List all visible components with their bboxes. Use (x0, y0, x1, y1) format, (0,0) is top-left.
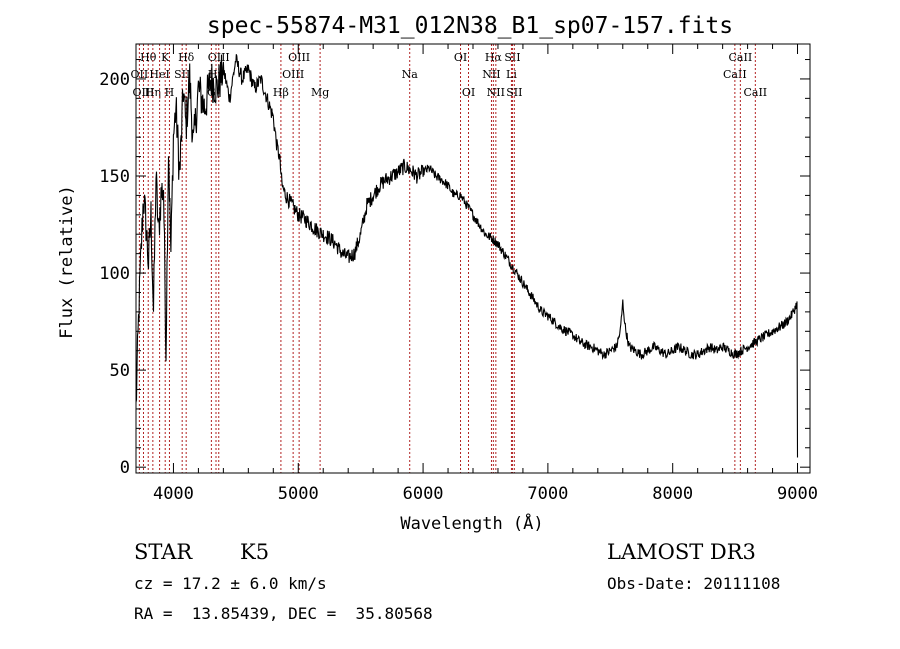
marker-label-16: Na (402, 68, 419, 81)
y-axis-label: Flux (relative) (57, 185, 77, 339)
marker-label-4: HeI (149, 68, 169, 81)
chart-title: spec-55874-M31_012N38_B1_sp07-157.fits (207, 13, 733, 39)
object-class: STAR (134, 540, 193, 564)
spectrum-line (135, 54, 799, 458)
x-axis-label: Wavelength (Å) (400, 512, 543, 534)
y-tick-label-0: 0 (120, 458, 130, 478)
marker-label-20: NII (482, 68, 500, 81)
marker-label-0: Hθ (140, 51, 157, 64)
line-markers: HθOIIOIIIHηHeIKHSIIHδGOIIIHγHβOIIIOIIIMg… (131, 44, 767, 473)
marker-label-23: Li (506, 68, 517, 81)
y-tick-label-2: 100 (99, 264, 130, 284)
marker-label-24: SII (506, 86, 522, 99)
marker-label-27: CaII (743, 86, 767, 99)
marker-label-5: K (161, 51, 170, 64)
x-tick-label-1: 5000 (278, 484, 319, 504)
marker-label-12: Hβ (273, 86, 289, 99)
marker-label-17: OI (454, 51, 467, 64)
marker-label-3: Hη (145, 86, 161, 99)
coordinates-text: RA = 13.85439, DEC = 35.80568 (134, 604, 433, 623)
axes: 4000 5000 6000 7000 8000 9000 0 50 100 150 200 (99, 44, 818, 504)
spectrum-series (135, 54, 799, 458)
marker-label-18: OI (462, 86, 475, 99)
x-tick-label-5: 9000 (777, 484, 818, 504)
plot-frame (135, 43, 811, 474)
marker-label-13: OIII (282, 68, 304, 81)
x-tick-label-3: 7000 (527, 484, 568, 504)
marker-label-6: H (165, 86, 175, 99)
y-tick-label-1: 50 (110, 361, 130, 381)
marker-label-22: SII (504, 51, 520, 64)
marker-label-7: SII (174, 68, 190, 81)
marker-label-15: Mg (311, 86, 329, 99)
marker-label-10: OIII (208, 51, 230, 64)
redshift-text: cz = 17.2 ± 6.0 km/s (134, 574, 327, 593)
marker-label-14: OIII (288, 51, 310, 64)
marker-label-2: OIII (132, 86, 154, 99)
x-tick-label-0: 4000 (153, 484, 194, 504)
marker-label-8: Hδ (178, 51, 195, 64)
x-tick-label-4: 8000 (652, 484, 693, 504)
y-tick-label-4: 200 (99, 70, 130, 90)
marker-label-25: CaII (723, 68, 747, 81)
obs-date-text: Obs-Date: 20111108 (607, 574, 781, 593)
survey-name: LAMOST DR3 (607, 540, 756, 564)
x-tick-label-2: 6000 (403, 484, 444, 504)
marker-label-21: NII (487, 86, 505, 99)
marker-label-26: CaII (729, 51, 753, 64)
marker-label-19: Hα (485, 51, 503, 64)
y-tick-label-3: 150 (99, 167, 130, 187)
object-subclass: K5 (240, 540, 270, 564)
